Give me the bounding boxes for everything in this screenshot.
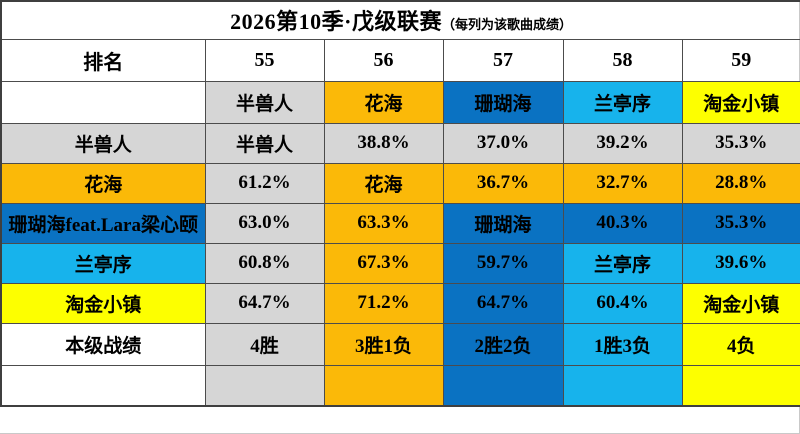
rank-cell: 57: [442, 38, 564, 82]
score-cell: 40.3%: [562, 202, 683, 244]
rank-cell: 56: [323, 38, 444, 82]
score-cell: 59.7%: [442, 242, 564, 284]
record-cell: 3胜1负: [323, 322, 444, 366]
score-cell: 38.8%: [323, 122, 444, 164]
score-cell: 71.2%: [323, 282, 444, 324]
score-cell: 半兽人: [204, 122, 325, 164]
table-row: 半兽人 半兽人 38.8% 37.0% 39.2% 35.3%: [0, 122, 800, 164]
song-header-cell: 半兽人: [204, 80, 325, 124]
score-cell: 60.8%: [204, 242, 325, 284]
score-cell: 60.4%: [562, 282, 683, 324]
song-header-cell: 兰亭序: [562, 80, 683, 124]
row-label: 兰亭序: [0, 242, 206, 284]
score-cell: 珊瑚海: [442, 202, 564, 244]
score-cell: 36.7%: [442, 162, 564, 204]
score-cell: 28.8%: [681, 162, 800, 204]
row-label: 珊瑚海feat.Lara梁心颐: [0, 202, 206, 244]
song-header-cell: 淘金小镇: [681, 80, 800, 124]
score-cell: 63.3%: [323, 202, 444, 244]
table-row: 珊瑚海feat.Lara梁心颐 63.0% 63.3% 珊瑚海 40.3% 35…: [0, 202, 800, 244]
score-cell: 64.7%: [204, 282, 325, 324]
empty-footer-cell: [0, 364, 206, 407]
title-main: 2026第10季·戊级联赛: [230, 9, 442, 35]
row-label: 淘金小镇: [0, 282, 206, 324]
song-header-row: 半兽人 花海 珊瑚海 兰亭序 淘金小镇: [0, 80, 800, 124]
empty-corner-cell: [0, 80, 206, 124]
score-cell: 39.6%: [681, 242, 800, 284]
record-cell: 4负: [681, 322, 800, 366]
record-cell: 2胜2负: [442, 322, 564, 366]
footer-color-cell: [562, 364, 683, 407]
rank-cell: 59: [681, 38, 800, 82]
table-row: 花海 61.2% 花海 36.7% 32.7% 28.8%: [0, 162, 800, 204]
score-cell: 35.3%: [681, 122, 800, 164]
score-cell: 39.2%: [562, 122, 683, 164]
score-cell: 67.3%: [323, 242, 444, 284]
color-footer-row: [0, 364, 800, 407]
table-row: 淘金小镇 64.7% 71.2% 64.7% 60.4% 淘金小镇: [0, 282, 800, 324]
score-cell: 63.0%: [204, 202, 325, 244]
score-cell: 64.7%: [442, 282, 564, 324]
rank-cell: 58: [562, 38, 683, 82]
score-cell: 61.2%: [204, 162, 325, 204]
song-header-cell: 花海: [323, 80, 444, 124]
score-cell: 35.3%: [681, 202, 800, 244]
song-header-cell: 珊瑚海: [442, 80, 564, 124]
footer-color-cell: [681, 364, 800, 407]
table-row: 兰亭序 60.8% 67.3% 59.7% 兰亭序 39.6%: [0, 242, 800, 284]
footer-color-cell: [442, 364, 564, 407]
score-cell: 兰亭序: [562, 242, 683, 284]
record-cell: 4胜: [204, 322, 325, 366]
row-label: 半兽人: [0, 122, 206, 164]
score-cell: 37.0%: [442, 122, 564, 164]
title-note: （每列为该歌曲成绩）: [441, 17, 572, 33]
row-label: 花海: [0, 162, 206, 204]
record-row: 本级战绩 4胜 3胜1负 2胜2负 1胜3负 4负: [0, 322, 800, 366]
footer-color-cell: [204, 364, 325, 407]
record-row-label: 本级战绩: [0, 322, 206, 366]
league-table: 2026第10季·戊级联赛（每列为该歌曲成绩） 排名 55 56 57 58 5…: [0, 0, 800, 407]
footer-color-cell: [323, 364, 444, 407]
score-cell: 32.7%: [562, 162, 683, 204]
score-cell: 花海: [323, 162, 444, 204]
page-title: 2026第10季·戊级联赛（每列为该歌曲成绩）: [0, 0, 800, 40]
rank-header-row: 排名 55 56 57 58 59: [0, 38, 800, 82]
rank-cell: 55: [204, 38, 325, 82]
score-cell: 淘金小镇: [681, 282, 800, 324]
rank-header-label: 排名: [0, 38, 206, 82]
record-cell: 1胜3负: [562, 322, 683, 366]
title-row: 2026第10季·戊级联赛（每列为该歌曲成绩）: [0, 0, 800, 40]
